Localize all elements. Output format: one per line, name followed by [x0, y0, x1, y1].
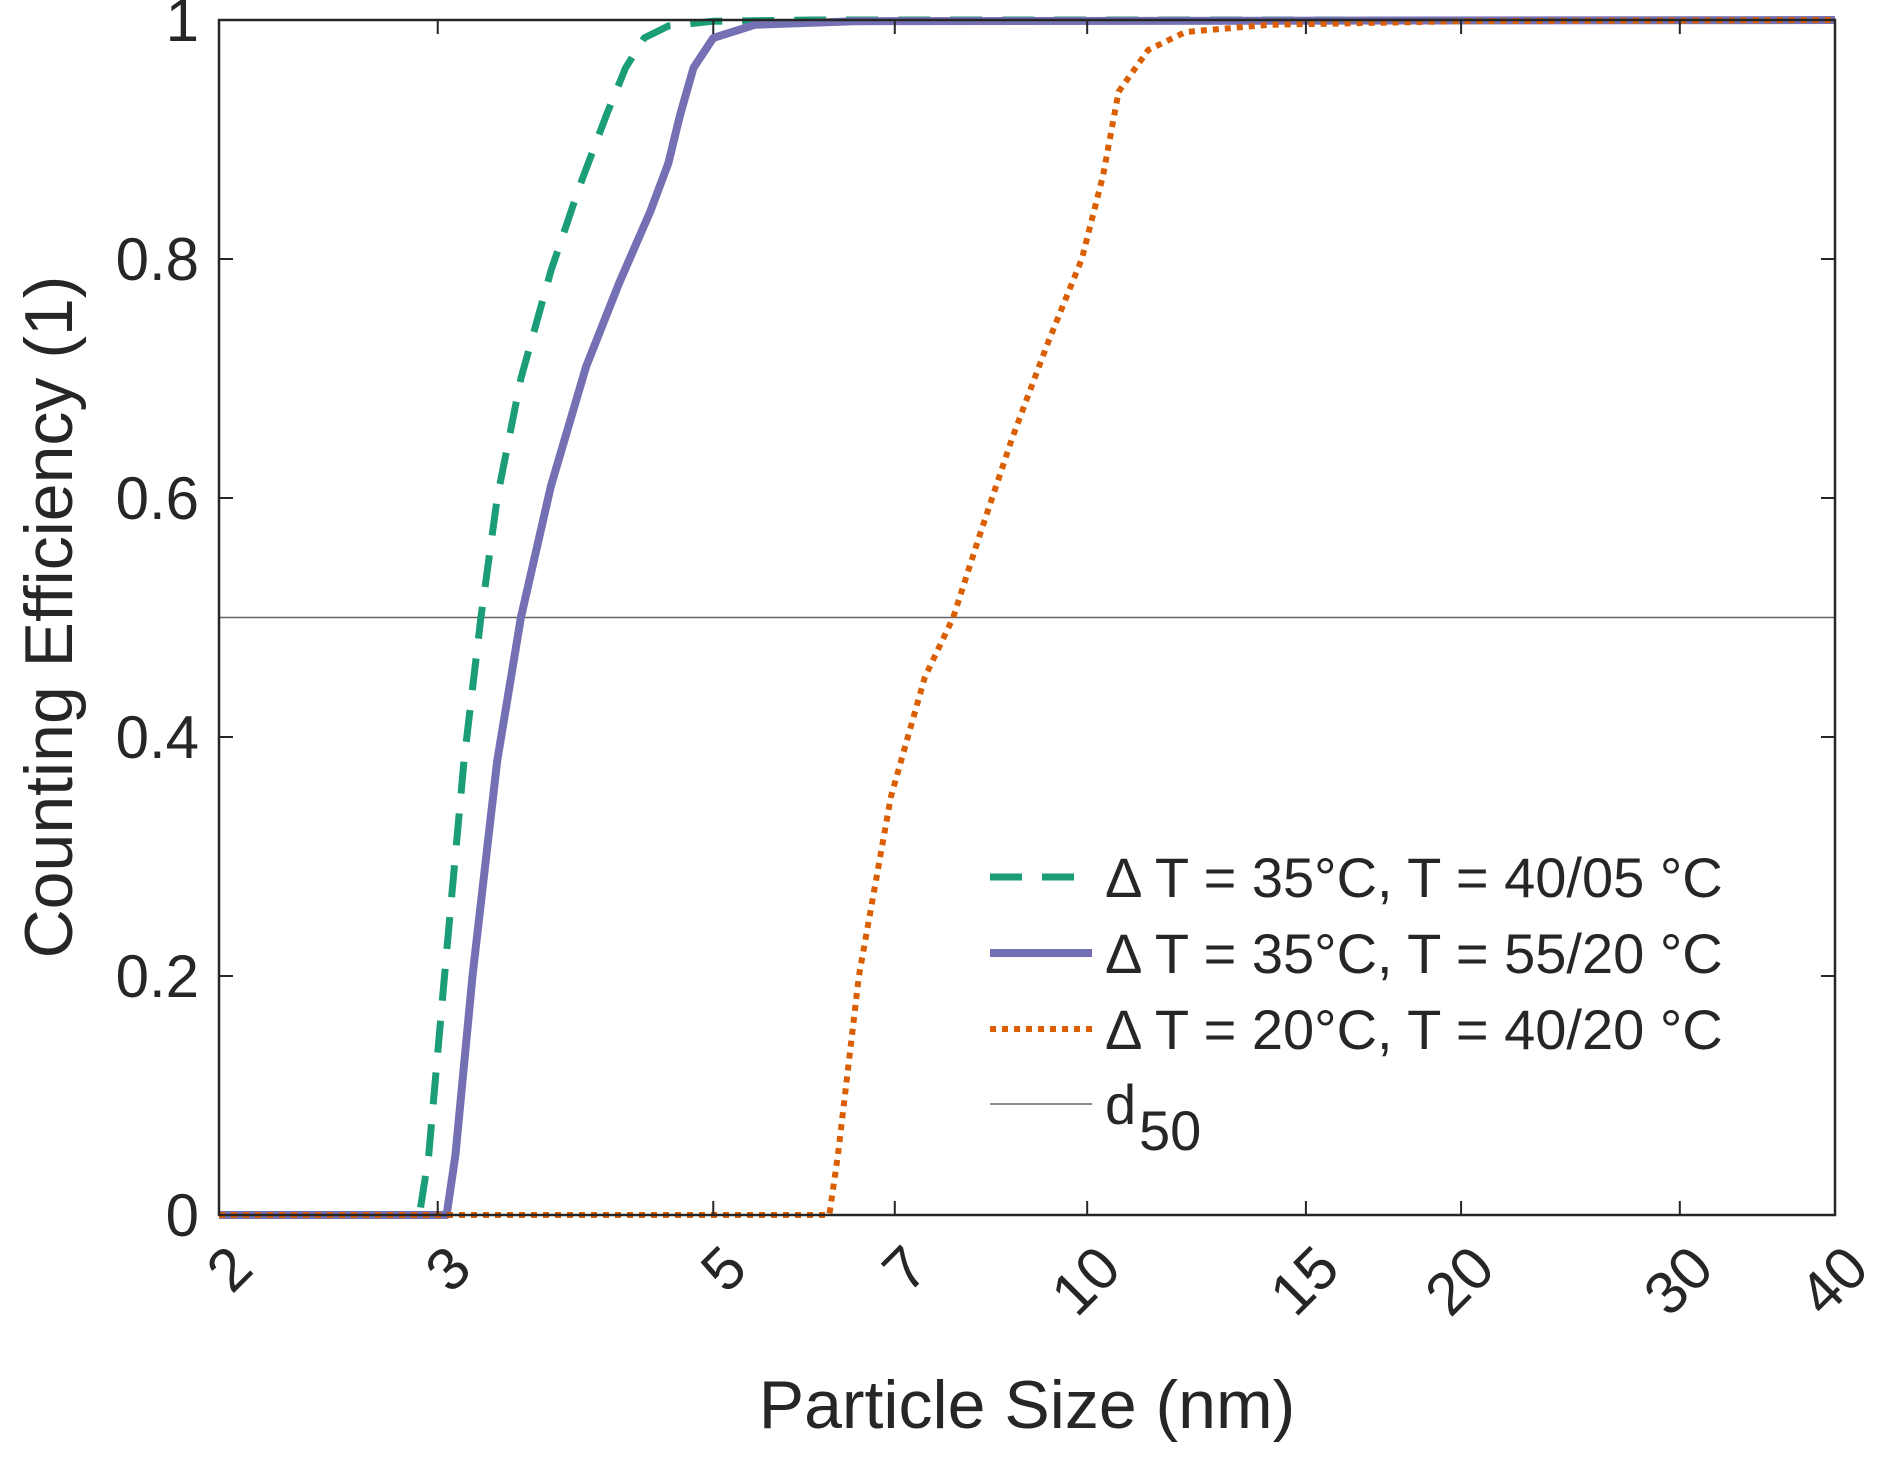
- y-tick-label-6: 1: [166, 0, 199, 54]
- y-tick-label-2: 0.2: [116, 943, 199, 1010]
- legend-label-d50-subscript: 50: [1139, 1099, 1201, 1162]
- legend-label-1: Δ T = 35°C, T = 40/05 °C: [1105, 846, 1723, 909]
- series-line-2: [219, 16, 1836, 1219]
- y-tick-label-5: 0.8: [116, 226, 199, 293]
- y-tick-label-1: 0: [166, 1182, 199, 1249]
- axes-frame: [217, 18, 1837, 1217]
- y-tick-labels: 0 0.2 0.4 0.6 0.8 1: [116, 0, 199, 1249]
- legend-label-d50: d: [1105, 1073, 1136, 1136]
- x-axis-title: Particle Size (nm): [759, 1367, 1296, 1443]
- legend: Δ T = 35°C, T = 40/05 °C Δ T = 35°C, T = …: [990, 846, 1723, 1162]
- series-line-1: [219, 16, 1835, 1219]
- series-line-3: [219, 17, 1836, 1218]
- legend-label-3: Δ T = 20°C, T = 40/20 °C: [1105, 998, 1723, 1061]
- y-tick-label-4: 0.6: [116, 465, 199, 532]
- series-layer: [219, 16, 1836, 1219]
- legend-label-2: Δ T = 35°C, T = 55/20 °C: [1105, 922, 1723, 985]
- y-axis-title: Counting Efficiency (1): [11, 276, 87, 959]
- ticks-layer: [218, 19, 1836, 1216]
- y-tick-label-3: 0.4: [116, 704, 199, 771]
